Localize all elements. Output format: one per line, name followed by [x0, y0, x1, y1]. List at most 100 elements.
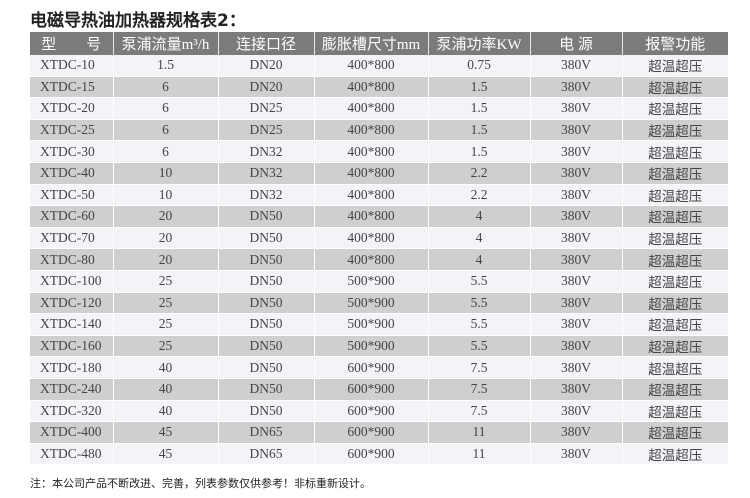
table-cell: XTDC-25 [30, 119, 114, 142]
table-cell: DN65 [218, 421, 315, 444]
table-cell: XTDC-40 [30, 162, 114, 185]
table-cell: XTDC-120 [30, 292, 114, 315]
table-cell: XTDC-320 [30, 400, 114, 423]
header-row: 型 号泵浦流量m³/h 连接口径 膨胀槽尺寸mm 泵浦功率KW 电 源报警功能 [30, 32, 728, 55]
column-header: 电 源 [530, 32, 623, 55]
table-row: XTDC-240 40 DN50 600*900 7.5 380V 超温超压 [30, 378, 728, 401]
table-cell: 超温超压 [622, 55, 728, 77]
table-cell: DN50 [218, 356, 315, 379]
table-cell: 超温超压 [622, 335, 728, 358]
table-cell: XTDC-240 [30, 378, 114, 401]
table-cell: 20 [113, 227, 219, 250]
table-row: XTDC-40 10 DN32 400*800 2.2 380V 超温超压 [30, 162, 728, 185]
table-cell: XTDC-70 [30, 227, 114, 250]
table-row: XTDC-400 45 DN65 600*900 11 380V 超温超压 [30, 421, 728, 444]
table-cell: 45 [113, 421, 219, 444]
table-cell: DN50 [218, 205, 315, 228]
table-cell: XTDC-80 [30, 248, 114, 271]
table-cell: 5.5 [428, 313, 531, 336]
table-cell: XTDC-160 [30, 335, 114, 358]
table-cell: DN32 [218, 184, 315, 207]
table-cell: DN32 [218, 140, 315, 163]
table-cell: DN50 [218, 313, 315, 336]
table-cell: 7.5 [428, 400, 531, 423]
table-cell: 380V [530, 443, 623, 466]
table-cell: 4 [428, 205, 531, 228]
table-cell: 380V [530, 205, 623, 228]
column-header: 报警功能 [622, 32, 728, 55]
table-cell: DN50 [218, 292, 315, 315]
table-row: XTDC-60 20 DN50 400*800 4 380V 超温超压 [30, 205, 728, 228]
table-row: XTDC-50 10 DN32 400*800 2.2 380V 超温超压 [30, 184, 728, 207]
table-cell: 25 [113, 335, 219, 358]
column-header: 膨胀槽尺寸mm [314, 32, 429, 55]
column-header: 型 号 [30, 32, 114, 55]
table-cell: 20 [113, 248, 219, 271]
table-cell: 25 [113, 292, 219, 315]
table-cell: XTDC-20 [30, 97, 114, 120]
table-cell: 380V [530, 270, 623, 293]
table-row: XTDC-320 40 DN50 600*900 7.5 380V 超温超压 [30, 400, 728, 423]
table-cell: DN50 [218, 270, 315, 293]
table-cell: 10 [113, 184, 219, 207]
table-cell: 380V [530, 248, 623, 271]
table-cell: 7.5 [428, 378, 531, 401]
table-cell: 600*900 [314, 421, 429, 444]
table-cell: 380V [530, 162, 623, 185]
table-cell: XTDC-140 [30, 313, 114, 336]
table-cell: 400*800 [314, 227, 429, 250]
table-cell: 400*800 [314, 248, 429, 271]
table-cell: 400*800 [314, 55, 429, 77]
table-cell: XTDC-15 [30, 76, 114, 99]
table-cell: 4 [428, 248, 531, 271]
table-cell: 超温超压 [622, 248, 728, 271]
table-cell: 380V [530, 76, 623, 99]
table-cell: 10 [113, 162, 219, 185]
table-cell: 0.75 [428, 55, 531, 77]
table-cell: 5.5 [428, 270, 531, 293]
table-cell: XTDC-10 [30, 55, 114, 77]
table-cell: 6 [113, 76, 219, 99]
footnote: 注：本公司产品不断改进、完善，列表参数仅供参考！非标重新设计。 [30, 477, 371, 490]
table-cell: 40 [113, 378, 219, 401]
table-cell: 1.5 [428, 97, 531, 120]
table-cell: XTDC-400 [30, 421, 114, 444]
table-cell: 600*900 [314, 443, 429, 466]
column-header: 泵浦流量m³/h [113, 32, 219, 55]
page-title: 电磁导热油加热器规格表2： [30, 11, 246, 31]
table-cell: 超温超压 [622, 184, 728, 207]
table-row: XTDC-100 25 DN50 500*900 5.5 380V 超温超压 [30, 270, 728, 293]
table-cell: 6 [113, 119, 219, 142]
table-cell: 1.5 [428, 76, 531, 99]
table-cell: 超温超压 [622, 119, 728, 142]
table-cell: XTDC-50 [30, 184, 114, 207]
table-row: XTDC-15 6 DN20 400*800 1.5 380V 超温超压 [30, 76, 728, 99]
table-cell: 380V [530, 119, 623, 142]
table-cell: 1.5 [428, 140, 531, 163]
table-row: XTDC-10 1.5 DN20 400*800 0.75 380V 超温超压 [30, 55, 728, 77]
table-cell: 超温超压 [622, 443, 728, 466]
table-cell: 400*800 [314, 76, 429, 99]
table-cell: 600*900 [314, 400, 429, 423]
table-cell: 7.5 [428, 356, 531, 379]
table-cell: 380V [530, 356, 623, 379]
table-cell: 20 [113, 205, 219, 228]
table-row: XTDC-180 40 DN50 600*900 7.5 380V 超温超压 [30, 356, 728, 379]
spec-table: 型 号泵浦流量m³/h 连接口径 膨胀槽尺寸mm 泵浦功率KW 电 源报警功能 XTDC… [30, 32, 728, 466]
table-cell: 超温超压 [622, 400, 728, 423]
table-cell: 380V [530, 400, 623, 423]
table-cell: 超温超压 [622, 270, 728, 293]
table-cell: 25 [113, 313, 219, 336]
table-row: XTDC-70 20 DN50 400*800 4 380V 超温超压 [30, 227, 728, 250]
table-cell: 400*800 [314, 184, 429, 207]
table-cell: 超温超压 [622, 76, 728, 99]
column-header: 泵浦功率KW [428, 32, 531, 55]
table-cell: 400*800 [314, 162, 429, 185]
table-cell: 380V [530, 140, 623, 163]
table-cell: 380V [530, 335, 623, 358]
table-row: XTDC-25 6 DN25 400*800 1.5 380V 超温超压 [30, 119, 728, 142]
table-cell: DN50 [218, 335, 315, 358]
table-cell: 500*900 [314, 335, 429, 358]
table-cell: DN20 [218, 55, 315, 77]
table-cell: DN65 [218, 443, 315, 466]
